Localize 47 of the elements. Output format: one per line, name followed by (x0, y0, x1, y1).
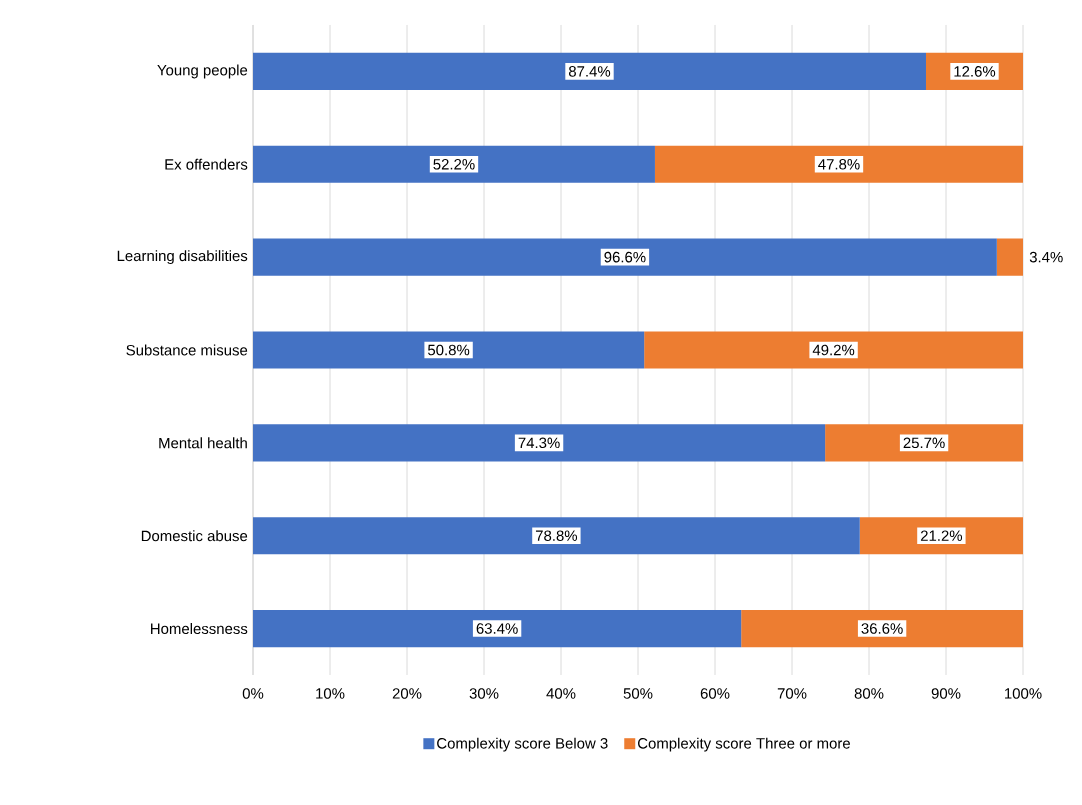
data-label: 12.6% (954, 66, 996, 77)
data-label: 78.8% (535, 530, 578, 541)
legend-label: Complexity score Three or more (638, 737, 850, 752)
bar (253, 52, 926, 90)
data-label: 52.2% (433, 158, 475, 170)
data-label: 25.7% (903, 437, 945, 449)
data-label: 50.8% (428, 344, 470, 356)
y-tick-label: Homelessness (151, 623, 248, 635)
y-tick-label: Substance misuse (126, 344, 248, 356)
data-label: 74.3% (518, 437, 560, 449)
bar (859, 517, 1024, 555)
x-tick-label: 80% (854, 688, 884, 699)
bar (253, 238, 997, 276)
data-label: 87.4% (568, 66, 611, 77)
data-label: 3.4% (1029, 251, 1063, 263)
x-tick-label: 0% (242, 688, 264, 699)
data-label: 96.6% (604, 251, 646, 263)
x-tick-label: 40% (546, 688, 576, 699)
x-tick-label: 70% (777, 688, 807, 699)
data-label: 63.4% (476, 623, 518, 634)
x-tick-label: 90% (931, 688, 961, 699)
bar (825, 424, 1024, 462)
bar (654, 145, 1024, 183)
bar (253, 609, 742, 648)
data-label: 21.2% (920, 530, 963, 541)
y-tick-label: Learning disabilities (117, 250, 248, 265)
y-tick-label: Domestic abuse (141, 530, 248, 542)
y-tick-label: Mental health (159, 437, 247, 449)
legend-label: Complexity score Below 3 (437, 737, 608, 752)
data-label: 49.2% (812, 344, 855, 356)
x-tick-label: 50% (623, 688, 653, 699)
x-tick-label: 60% (700, 688, 730, 699)
x-tick-label: 100% (1005, 688, 1042, 699)
bar (253, 424, 826, 462)
y-tick-label: Young people (157, 64, 248, 79)
y-tick-label: Ex offenders (165, 158, 248, 170)
bar (996, 238, 1024, 276)
x-tick-label: 30% (469, 688, 499, 699)
bar (253, 517, 860, 555)
x-tick-label: 20% (392, 688, 422, 699)
bar (644, 331, 1024, 369)
data-label: 36.6% (861, 623, 903, 634)
data-label: 47.8% (818, 158, 860, 170)
bar (741, 609, 1024, 648)
x-tick-label: 10% (316, 688, 345, 699)
bar (253, 331, 645, 369)
bar (253, 145, 655, 183)
